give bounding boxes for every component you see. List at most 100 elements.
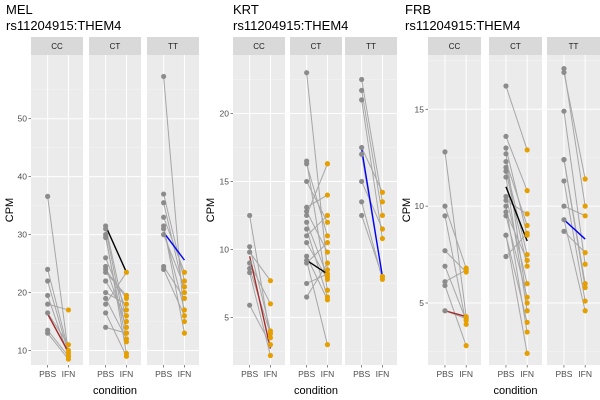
point-pbs: [103, 310, 109, 316]
point-ifn: [181, 318, 188, 325]
facet-strip-label: CT: [110, 42, 121, 51]
facet-strip-label: TT: [366, 42, 376, 51]
point-ifn: [65, 356, 72, 362]
pair-line: [306, 228, 328, 298]
y-tick-label: 30: [18, 230, 28, 240]
point-pbs: [359, 199, 365, 205]
point-pbs: [503, 253, 509, 260]
facet-cc: CC PBS IFN: [31, 37, 83, 379]
point-ifn: [181, 284, 188, 290]
point-ifn: [123, 313, 130, 319]
point-pbs: [304, 253, 310, 259]
point-ifn: [524, 319, 530, 325]
pair-line: [505, 147, 528, 236]
pair-line: [163, 269, 185, 316]
summary-line: [47, 313, 70, 353]
point-pbs: [161, 266, 167, 272]
point-pbs: [503, 83, 509, 89]
point-pbs: [161, 200, 167, 206]
point-pbs: [103, 301, 109, 307]
point-pbs: [103, 295, 109, 301]
facet-ct: CT PBS IFN: [89, 37, 141, 379]
point-ifn: [524, 251, 530, 258]
point-pbs: [442, 263, 448, 269]
point-ifn: [324, 287, 331, 293]
pair-line: [47, 332, 69, 360]
x-tick-label: PBS: [155, 369, 172, 379]
x-tick-label: PBS: [353, 369, 370, 379]
point-pbs: [161, 191, 167, 197]
point-pbs: [304, 212, 310, 219]
point-pbs: [45, 278, 51, 284]
pair-line: [505, 85, 528, 151]
point-ifn: [463, 321, 469, 327]
point-pbs: [247, 212, 253, 219]
point-pbs: [304, 219, 310, 225]
point-pbs: [45, 292, 51, 299]
point-ifn: [524, 294, 530, 300]
pair-line: [105, 237, 127, 342]
point-ifn: [181, 313, 188, 319]
x-tick-label: IFN: [264, 369, 278, 379]
pair-line: [505, 153, 528, 304]
y-axis-title: CPM: [205, 198, 217, 222]
point-ifn: [379, 274, 386, 280]
point-pbs: [45, 310, 51, 316]
point-ifn: [524, 281, 530, 287]
pair-line: [249, 246, 271, 332]
y-tick-label: 50: [18, 114, 28, 124]
pair-line: [361, 79, 383, 202]
point-ifn: [524, 188, 530, 194]
point-pbs: [561, 65, 567, 72]
point-pbs: [503, 145, 509, 151]
pair-line: [306, 260, 328, 345]
point-pbs: [45, 266, 51, 272]
point-ifn: [524, 308, 530, 314]
point-pbs: [247, 265, 253, 272]
point-pbs: [247, 269, 253, 276]
y-axis-title: CPM: [4, 198, 16, 222]
pair-line: [163, 76, 185, 322]
point-pbs: [503, 213, 509, 219]
x-tick-label: IFN: [62, 369, 76, 379]
point-ifn: [324, 249, 331, 255]
pair-line: [444, 205, 467, 269]
point-pbs: [103, 234, 109, 241]
point-ifn: [324, 240, 331, 246]
pair-line: [249, 272, 271, 356]
facet-ct: CT PBS IFN: [290, 37, 342, 379]
point-ifn: [524, 257, 530, 263]
x-tick-label: PBS: [241, 369, 258, 379]
plot-background: [147, 55, 199, 365]
point-pbs: [503, 209, 509, 215]
point-ifn: [582, 250, 588, 256]
facet-strip: [547, 37, 600, 55]
point-ifn: [267, 342, 274, 348]
point-ifn: [123, 269, 130, 275]
pair-line: [306, 256, 328, 300]
summary-line: [505, 186, 528, 242]
y-tick-label: 15: [415, 104, 425, 114]
point-pbs: [103, 324, 109, 330]
point-pbs: [561, 108, 567, 114]
point-ifn: [582, 203, 588, 209]
facet-strip: [428, 37, 481, 55]
point-pbs: [45, 301, 51, 307]
x-axis-title: condition: [294, 385, 338, 397]
point-ifn: [181, 278, 188, 284]
summary-line: [105, 225, 128, 273]
pair-line: [563, 205, 586, 217]
pair-line: [444, 285, 467, 346]
pair-line: [47, 329, 69, 357]
point-ifn: [324, 271, 331, 277]
point-pbs: [442, 308, 448, 314]
point-ifn: [123, 292, 130, 299]
x-tick-label: PBS: [97, 369, 114, 379]
pair-line: [505, 235, 528, 354]
point-pbs: [304, 226, 310, 232]
point-ifn: [463, 343, 469, 349]
pair-line: [563, 72, 586, 180]
plot-background: [31, 55, 83, 365]
